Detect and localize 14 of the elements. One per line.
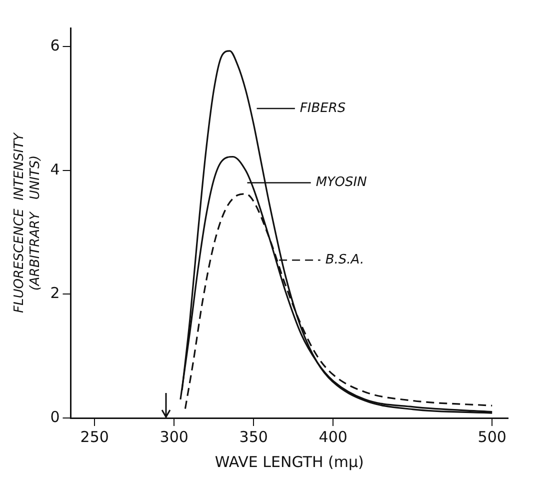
x-tick-label: 300 [160, 428, 188, 446]
y-tick-label: 2 [50, 284, 60, 302]
y-tick-label: 6 [50, 36, 60, 54]
legend-label: FIBERS [300, 100, 346, 116]
legend-label: B.S.A. [325, 252, 364, 268]
x-tick-label: 250 [80, 428, 109, 446]
y-tick-label: 4 [50, 160, 60, 178]
y-axis-title: FLUORESCENCE INTENSITY (ARBITRARY UNITS) [12, 132, 43, 313]
legend-label: MYOSIN [316, 175, 368, 190]
x-tick-label: 400 [318, 428, 348, 446]
x-tick-label: 350 [239, 428, 268, 446]
x-tick-label: 500 [478, 428, 506, 446]
y-tick-label: 0 [50, 408, 60, 426]
x-axis-title: WAVE LENGTH (mμ) [214, 452, 364, 471]
